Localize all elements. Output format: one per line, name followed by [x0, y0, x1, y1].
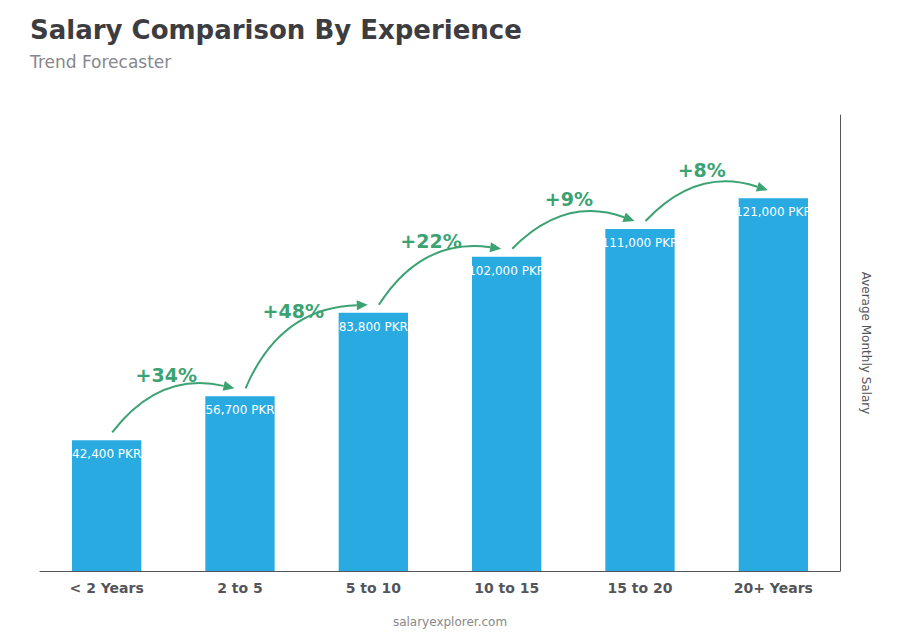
svg-text:102,000 PKR: 102,000 PKR [468, 264, 545, 278]
svg-text:< 2 Years: < 2 Years [70, 580, 144, 596]
svg-text:Salary Comparison By Experienc: Salary Comparison By Experience [30, 15, 522, 45]
svg-text:Average Monthly Salary: Average Monthly Salary [859, 272, 873, 415]
svg-text:salaryexplorer.com: salaryexplorer.com [393, 615, 507, 629]
svg-text:10 to 15: 10 to 15 [474, 580, 539, 596]
svg-text:+9%: +9% [545, 188, 593, 210]
svg-text:+8%: +8% [678, 159, 726, 181]
svg-text:+34%: +34% [136, 364, 197, 386]
svg-text:+48%: +48% [263, 300, 324, 322]
svg-text:+22%: +22% [400, 230, 461, 252]
svg-text:Trend Forecaster: Trend Forecaster [29, 52, 171, 72]
svg-text:121,000 PKR: 121,000 PKR [735, 205, 812, 219]
svg-text:15 to 20: 15 to 20 [607, 580, 672, 596]
svg-text:111,000 PKR: 111,000 PKR [602, 236, 679, 250]
svg-text:42,400 PKR: 42,400 PKR [72, 447, 141, 461]
svg-text:56,700 PKR: 56,700 PKR [205, 403, 274, 417]
svg-text:5 to 10: 5 to 10 [346, 580, 402, 596]
svg-text:83,800 PKR: 83,800 PKR [339, 320, 408, 334]
svg-text:20+ Years: 20+ Years [734, 580, 813, 596]
svg-text:2 to 5: 2 to 5 [217, 580, 263, 596]
